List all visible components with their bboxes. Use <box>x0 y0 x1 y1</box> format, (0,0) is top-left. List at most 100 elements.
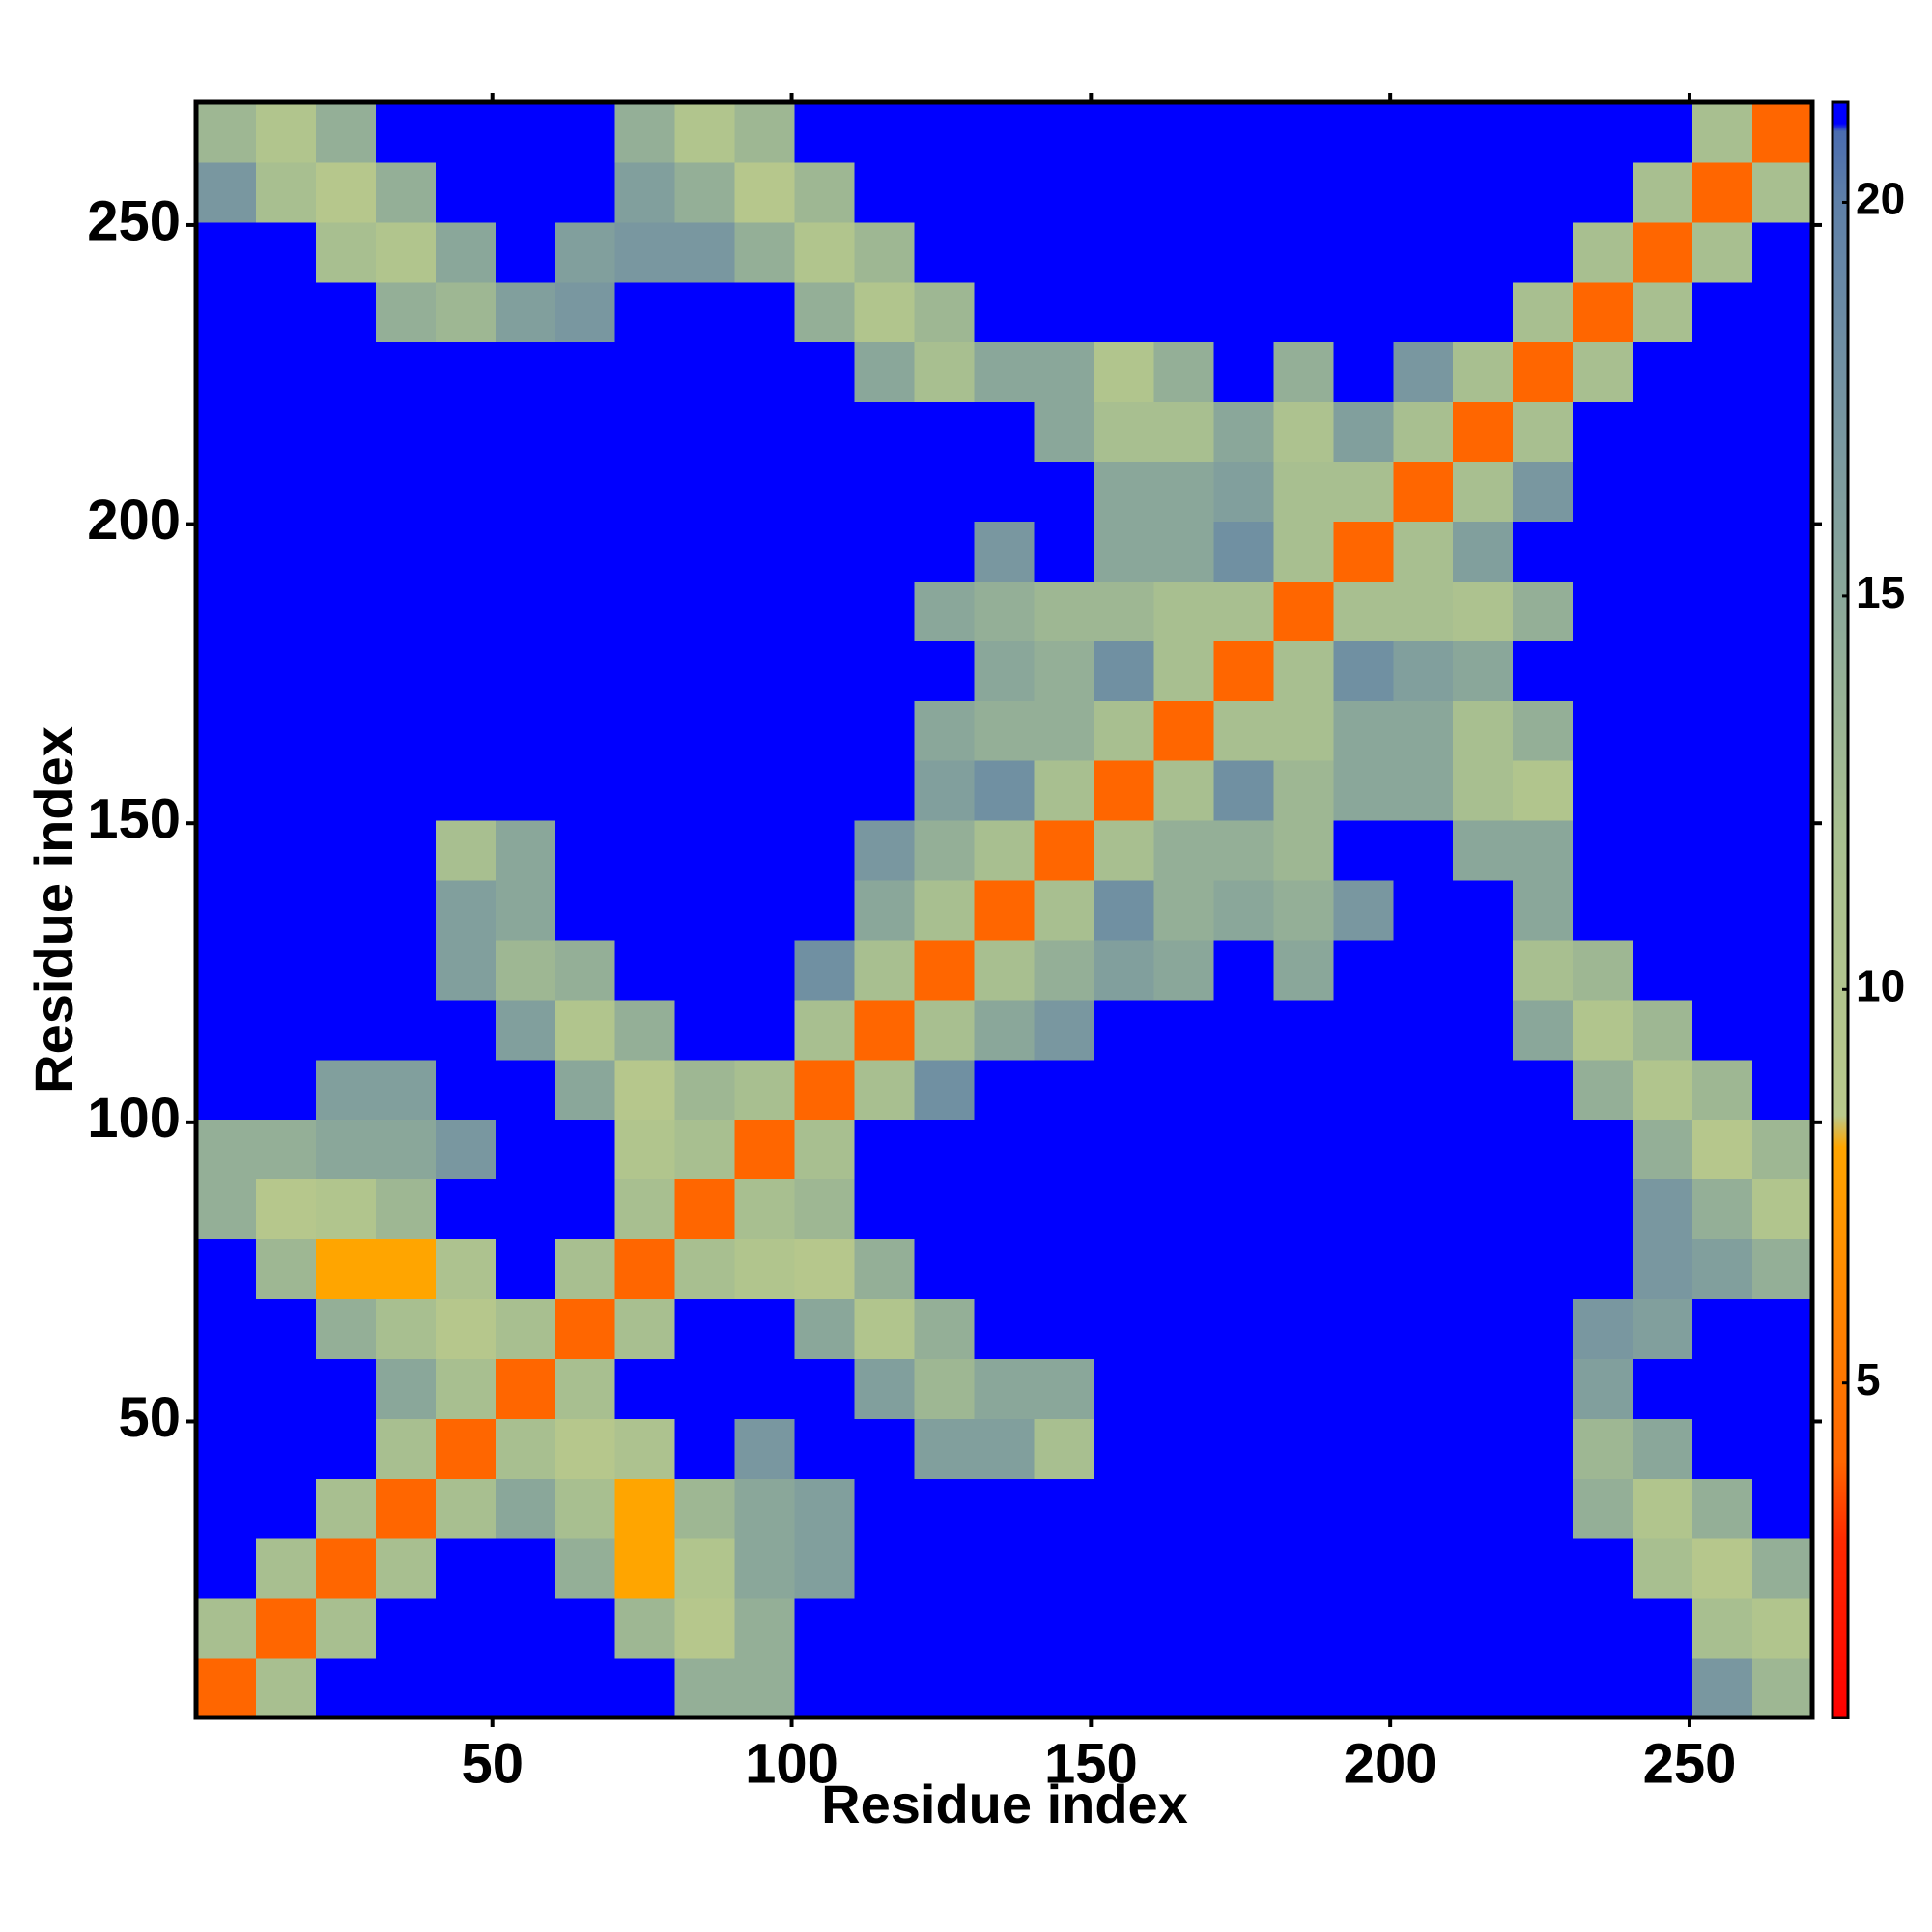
heatmap-cell <box>1513 1238 1574 1300</box>
heatmap-cell <box>674 401 736 463</box>
heatmap-cell <box>674 880 736 941</box>
heatmap-cell <box>1453 640 1514 701</box>
heatmap-cell <box>794 161 856 223</box>
heatmap-cell <box>1393 521 1454 582</box>
heatmap-cell <box>1633 1658 1693 1719</box>
heatmap-cell <box>1393 1298 1454 1359</box>
heatmap-cell <box>435 1059 497 1121</box>
heatmap-cell <box>1273 1358 1334 1419</box>
heatmap-cell <box>196 1059 257 1121</box>
heatmap-cell <box>255 700 317 761</box>
heatmap-cell <box>734 1179 796 1240</box>
heatmap-cell <box>1333 640 1394 701</box>
y-axis-label: Residue index <box>23 726 84 1094</box>
heatmap-cell <box>1573 461 1634 522</box>
heatmap-cell <box>1513 760 1574 821</box>
heatmap-cell <box>614 1478 676 1539</box>
heatmap-cell <box>734 939 796 1001</box>
heatmap-cell <box>1573 1298 1634 1359</box>
heatmap-cell <box>375 880 437 941</box>
heatmap-cell <box>1692 1059 1753 1121</box>
heatmap-cell <box>614 161 676 223</box>
heatmap-cell <box>1752 880 1813 941</box>
heatmap-cell <box>375 401 437 463</box>
heatmap-cell <box>1213 820 1274 881</box>
heatmap-cell <box>1094 1119 1154 1180</box>
heatmap-cell <box>435 161 497 223</box>
heatmap-cell <box>1333 221 1394 283</box>
heatmap-cell <box>1333 820 1394 881</box>
heatmap-cell <box>1453 1238 1514 1300</box>
heatmap-cell <box>1273 999 1334 1061</box>
heatmap-cell <box>1094 1179 1154 1240</box>
heatmap-cell <box>914 521 976 582</box>
heatmap-cell <box>495 1598 556 1659</box>
heatmap-cell <box>1752 1478 1813 1539</box>
heatmap-cell <box>375 581 437 641</box>
heatmap-cell <box>854 820 916 881</box>
heatmap-cell <box>1393 1238 1454 1300</box>
heatmap-cell <box>914 1658 976 1719</box>
heatmap-cell <box>1453 581 1514 641</box>
heatmap-cell <box>196 581 257 641</box>
y-tick-label: 150 <box>87 788 181 851</box>
heatmap-cell <box>435 700 497 761</box>
heatmap-cell <box>255 1119 317 1180</box>
heatmap-cell <box>1453 1538 1514 1599</box>
heatmap-cell <box>375 1418 437 1479</box>
heatmap-cell <box>315 999 377 1061</box>
heatmap-cell <box>1213 102 1274 163</box>
heatmap-cell <box>435 1179 497 1240</box>
heatmap-cell <box>495 1538 556 1599</box>
heatmap-cell <box>854 999 916 1061</box>
heatmap-cell <box>1633 880 1693 941</box>
heatmap-cell <box>1692 1238 1753 1300</box>
heatmap-cell <box>554 1658 616 1719</box>
heatmap-cell <box>1633 760 1693 821</box>
heatmap-cell <box>1513 161 1574 223</box>
heatmap-cell <box>1273 820 1334 881</box>
heatmap-cell <box>1752 820 1813 881</box>
heatmap-cell <box>196 1418 257 1479</box>
heatmap-cell <box>1513 880 1574 941</box>
heatmap-cell <box>1573 1238 1634 1300</box>
heatmap-cell <box>435 1298 497 1359</box>
heatmap-cell <box>1094 581 1154 641</box>
heatmap-cell <box>1333 880 1394 941</box>
heatmap-cell <box>734 760 796 821</box>
y-tick-label: 250 <box>87 189 181 252</box>
heatmap-cell <box>495 221 556 283</box>
heatmap-cell <box>495 1119 556 1180</box>
heatmap-cell <box>1513 1598 1574 1659</box>
heatmap-cell <box>1573 700 1634 761</box>
heatmap-cell <box>1633 640 1693 701</box>
heatmap-cell <box>1633 161 1693 223</box>
heatmap-cell <box>1393 161 1454 223</box>
heatmap-cell <box>614 1538 676 1599</box>
heatmap-cell <box>196 401 257 463</box>
heatmap-cell <box>196 161 257 223</box>
heatmap-cell <box>1633 820 1693 881</box>
heatmap-cell <box>1094 999 1154 1061</box>
heatmap-cell <box>1692 640 1753 701</box>
heatmap-cell <box>1153 1238 1214 1300</box>
heatmap-cell <box>375 102 437 163</box>
heatmap-cell <box>495 1358 556 1419</box>
heatmap-cell <box>1393 1658 1454 1719</box>
heatmap-cell <box>255 1179 317 1240</box>
heatmap-cell <box>1573 221 1634 283</box>
heatmap-cell <box>1213 341 1274 403</box>
heatmap-cell <box>854 1298 916 1359</box>
heatmap-cell <box>196 1658 257 1719</box>
heatmap-cell <box>734 221 796 283</box>
heatmap-cell <box>614 581 676 641</box>
heatmap-cell <box>734 1478 796 1539</box>
heatmap-cell <box>255 401 317 463</box>
heatmap-cell <box>674 700 736 761</box>
heatmap-cell <box>734 700 796 761</box>
heatmap-cell <box>255 1658 317 1719</box>
heatmap-cell <box>674 820 736 881</box>
heatmap-cell <box>1692 999 1753 1061</box>
heatmap-cell <box>1513 1059 1574 1121</box>
